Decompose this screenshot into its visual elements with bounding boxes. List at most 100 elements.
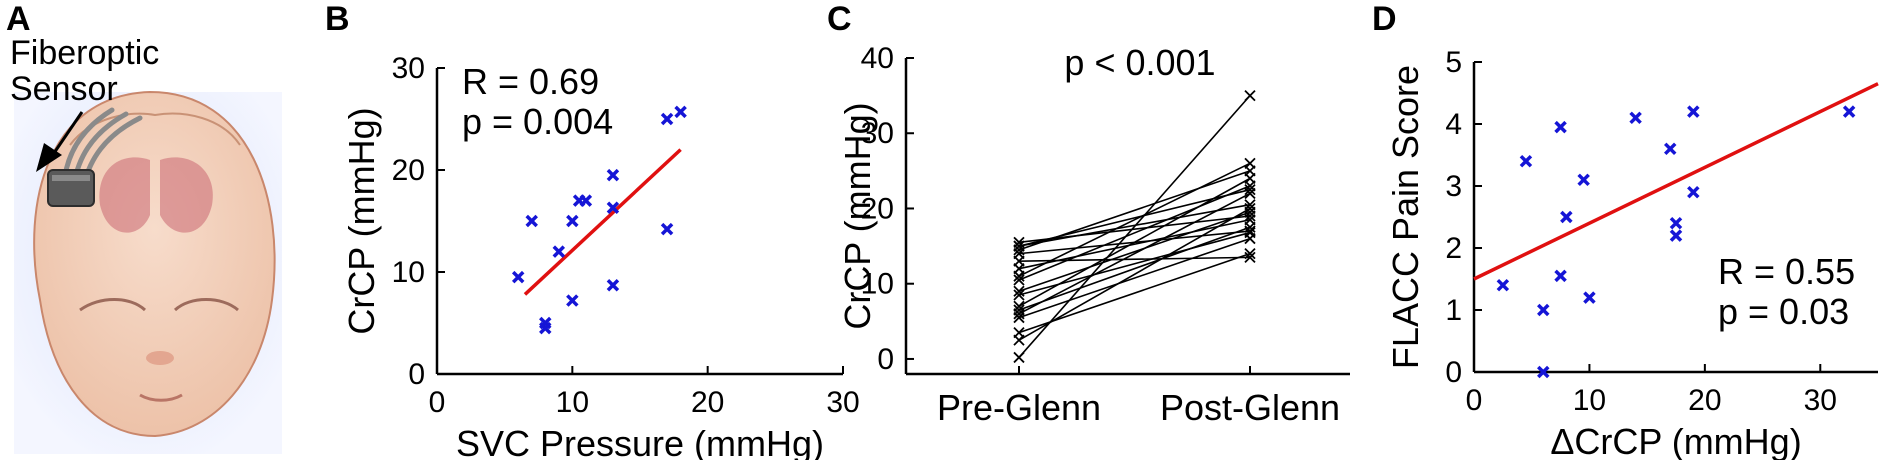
scatter-point-stroke (1554, 269, 1567, 283)
y-tick-label: 20 (392, 154, 425, 187)
y-tick-label: 30 (861, 117, 894, 150)
scatter-point (511, 270, 525, 284)
scatter-point (1554, 269, 1567, 283)
subject-pair (1013, 210, 1256, 248)
scatter-point-stroke (1519, 154, 1533, 168)
post-glenn-point (1244, 225, 1256, 237)
pair-line (1018, 203, 1251, 247)
p-value-label: p < 0.001 (1064, 42, 1215, 83)
scatter-point (1842, 105, 1856, 118)
y-tick-label: 1 (1445, 294, 1462, 327)
post-glenn-point (1244, 251, 1256, 264)
pre-glenn-point (1013, 304, 1025, 316)
scatter-point-stroke (1629, 111, 1642, 125)
scatter-point-stroke (1687, 105, 1700, 118)
scatter-point-stroke (539, 321, 552, 335)
nose (146, 351, 174, 365)
scatter-point-stroke (674, 105, 687, 119)
scatter-point-stroke (1583, 291, 1596, 304)
x-tick-label: 30 (826, 386, 859, 419)
scatter-point (606, 279, 620, 292)
y-axis-title: CrCP (mmHg) (837, 102, 878, 329)
scatter-point (1577, 173, 1590, 187)
pre-glenn-point (1013, 289, 1025, 301)
pre-glenn-point (1013, 240, 1025, 252)
pre-glenn-point (1013, 300, 1025, 312)
pair-line (1018, 237, 1251, 319)
pre-glenn-point-stroke (1013, 285, 1025, 297)
pre-glenn-point-stroke (1013, 236, 1025, 248)
y-tick-label: 10 (861, 268, 894, 301)
y-axis-title: CrCP (mmHg) (341, 107, 382, 334)
scatter-point-stroke (1663, 142, 1677, 156)
scatter-point-stroke (566, 294, 579, 307)
post-glenn-point-stroke (1244, 225, 1256, 237)
scatter-point-stroke (1842, 105, 1856, 118)
scatter-point (566, 294, 579, 307)
scatter-point-stroke (525, 214, 538, 228)
y-tick-label: 30 (392, 52, 425, 85)
pair-line (1018, 211, 1251, 292)
scatter-point (1663, 142, 1677, 156)
scatter-point (579, 194, 593, 207)
post-glenn-point-stroke (1244, 226, 1256, 239)
post-glenn-point (1244, 89, 1256, 102)
scatter-point (674, 105, 687, 119)
pre-glenn-point (1013, 351, 1025, 364)
y-tick-label: 0 (877, 343, 894, 376)
x-tick-label: 30 (1804, 384, 1837, 417)
closed-eye-right (173, 298, 239, 312)
scatter-point-stroke (1669, 229, 1683, 242)
scatter-point (1537, 365, 1550, 379)
sensor-arrowhead (36, 143, 62, 172)
y-tick-label: 20 (861, 192, 894, 225)
subject-pair (1013, 226, 1256, 301)
correlation-p: p = 0.03 (1718, 291, 1849, 332)
pair-line (1018, 185, 1251, 281)
regression-line (1473, 82, 1879, 281)
pre-glenn-point-stroke (1013, 289, 1025, 301)
scatter-point (660, 222, 674, 236)
y-tick-label: 2 (1445, 232, 1462, 265)
brain-ventricle-left (99, 157, 150, 233)
scatter-point (552, 245, 566, 258)
x-tick-label: 10 (556, 386, 589, 419)
scatter-point (1560, 210, 1573, 224)
correlation-p: p = 0.004 (462, 101, 613, 142)
correlation-r: R = 0.55 (1718, 251, 1855, 292)
scatter-point (1669, 229, 1683, 242)
scatter-point-stroke (606, 201, 620, 214)
y-tick-label: 4 (1445, 108, 1462, 141)
sensor-label-line1: Fiberoptic (10, 34, 159, 72)
pre-glenn-point-stroke (1013, 274, 1025, 286)
scatter-point-stroke (1537, 303, 1550, 317)
scatter-point-stroke (660, 112, 674, 126)
subject-pair (1013, 232, 1256, 324)
scatter-point-stroke (606, 168, 620, 182)
scatter-point-stroke (552, 245, 566, 258)
panel-b-letter: B (325, 0, 350, 38)
scatter-point-stroke (1554, 120, 1567, 134)
subject-pair (1013, 221, 1256, 316)
subject-pair (1013, 247, 1256, 339)
post-glenn-point-stroke (1244, 89, 1256, 102)
pre-glenn-point-stroke (1013, 326, 1025, 339)
scatter-point (1687, 105, 1700, 118)
scatter-point (525, 214, 538, 228)
post-glenn-point-stroke (1244, 251, 1256, 264)
post-glenn-point (1244, 184, 1256, 196)
scatter-point-stroke (579, 194, 593, 207)
x-tick-label: 20 (1688, 384, 1721, 417)
x-axis-title: ΔCrCP (mmHg) (1550, 421, 1801, 460)
y-tick-label: 5 (1445, 46, 1462, 79)
pre-glenn-point (1013, 285, 1025, 297)
pre-glenn-point-stroke (1013, 351, 1025, 364)
category-label: Pre-Glenn (937, 387, 1101, 428)
pair-line (1018, 207, 1251, 341)
scatter-point-stroke (660, 222, 674, 236)
y-tick-label: 10 (392, 256, 425, 289)
closed-eye-left (79, 298, 147, 312)
fiberoptic-sensor-icon (47, 169, 95, 207)
